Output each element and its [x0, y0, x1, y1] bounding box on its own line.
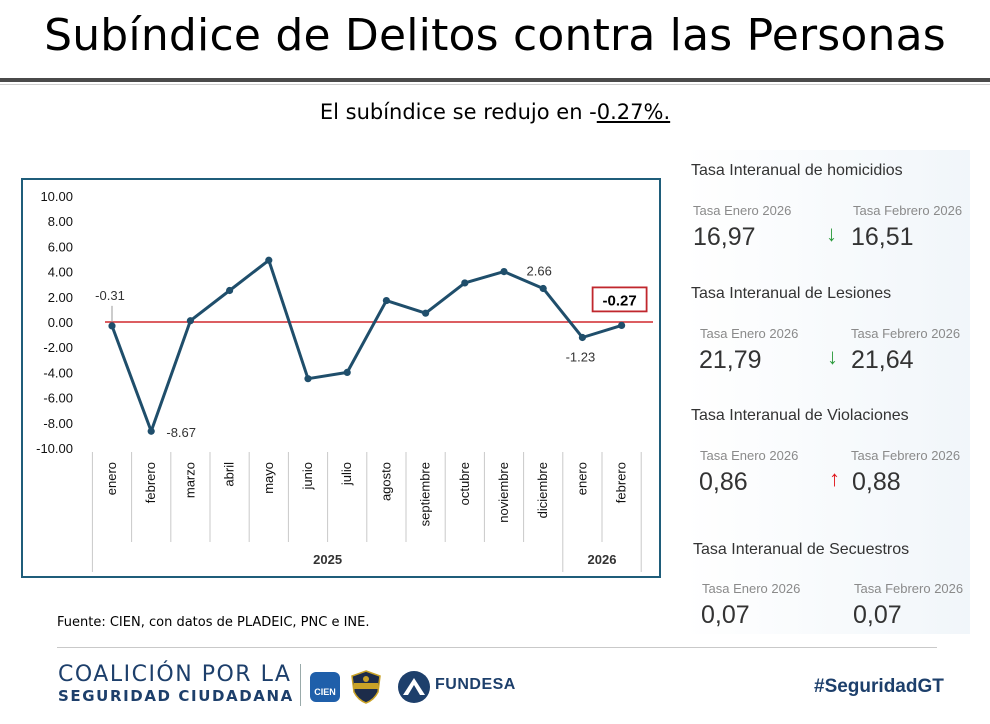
- fundesa-wordmark: FUNDESA: [435, 676, 516, 693]
- violaciones-value-febrero: 0,88: [852, 468, 901, 496]
- subtitle-prefix: El subíndice se redujo en -: [319, 100, 597, 124]
- series-line: [110, 258, 623, 433]
- y-tick-label: 8.00: [48, 214, 73, 229]
- data-point: [578, 333, 587, 342]
- violaciones-label-febrero: Tasa Febrero 2026: [851, 448, 961, 463]
- data-point: [147, 427, 155, 435]
- secuestros-title: Tasa Interanual de Secuestros: [693, 541, 910, 558]
- y-tick-label: -2.00: [43, 340, 73, 355]
- homicidios-label-enero: Tasa Enero 2026: [693, 203, 792, 218]
- data-point: [618, 321, 626, 330]
- lesiones-title: Tasa Interanual de Lesiones: [691, 285, 892, 302]
- fundesa-mark-icon: [398, 671, 430, 703]
- x-tick-label: diciembre: [535, 462, 550, 518]
- page-title: Subíndice de Delitos contra las Personas: [44, 10, 946, 61]
- secuestros-label-enero: Tasa Enero 2026: [702, 581, 801, 596]
- x-tick-label: julio: [339, 462, 354, 486]
- data-point: [108, 322, 116, 330]
- x-tick-label: mayo: [261, 462, 276, 494]
- y-tick-label: -10.00: [36, 441, 73, 456]
- lesiones-value-febrero: 21,64: [851, 346, 914, 374]
- lesiones-value-enero: 21,79: [699, 346, 762, 374]
- y-tick-label: 6.00: [48, 239, 73, 254]
- fundesa-logo: FUNDESA: [397, 670, 515, 709]
- y-tick-label: 10.00: [40, 189, 73, 204]
- data-label: -1.23: [566, 349, 596, 364]
- year-group-label: 2026: [588, 552, 617, 567]
- secuestros-value-febrero: 0,07: [853, 601, 902, 629]
- data-point: [304, 375, 312, 383]
- arrow-down-icon: ↓: [826, 221, 837, 246]
- data-point: [265, 256, 273, 264]
- y-tick-label: -6.00: [43, 391, 73, 406]
- hashtag: #SeguridadGT: [814, 676, 944, 697]
- cien-logo: CIEN: [310, 672, 340, 702]
- coalicion-logo: COALICIÓN POR LA SEGURIDAD CIUDADANA: [58, 664, 294, 704]
- arrow-down-icon: ↓: [827, 344, 838, 369]
- logo-line2: SEGURIDAD CIUDADANA: [58, 687, 294, 705]
- homicidios-value-enero: 16,97: [693, 223, 756, 251]
- data-label: -8.67: [166, 425, 196, 440]
- violaciones-title: Tasa Interanual de Violaciones: [691, 407, 909, 424]
- x-tick-label: febrero: [143, 462, 158, 503]
- y-tick-label: 0.00: [48, 315, 73, 330]
- data-point: [186, 317, 194, 325]
- arrow-up-icon: ↑: [829, 466, 840, 491]
- y-tick-label: 4.00: [48, 265, 73, 280]
- highlight-box: [591, 286, 648, 313]
- data-point: [500, 268, 508, 276]
- x-tick-label: agosto: [378, 462, 393, 501]
- page-subtitle: El subíndice se redujo en -0.27%.: [0, 100, 990, 124]
- violaciones-value-enero: 0,86: [699, 468, 748, 496]
- logo-line1: COALICIÓN POR LA: [58, 662, 292, 687]
- x-tick-label: enero: [574, 462, 589, 495]
- lesiones-label-enero: Tasa Enero 2026: [700, 326, 799, 341]
- data-label: -0.27: [602, 292, 636, 309]
- x-tick-label: septiembre: [418, 462, 433, 526]
- crime-stoppers-logo: [351, 670, 381, 704]
- logo-separator: [300, 664, 301, 706]
- secuestros-value-enero: 0,07: [701, 601, 750, 629]
- data-label: -0.31: [95, 288, 125, 303]
- secuestros-label-febrero: Tasa Febrero 2026: [854, 581, 964, 596]
- rates-panel: Tasa Interanual de homicidios Tasa Enero…: [685, 150, 970, 634]
- line-chart: 10.00 8.00 6.00 4.00 2.00 0.00 -2.00 -4.00 -6.00…: [21, 178, 661, 578]
- footer-divider: [57, 647, 937, 648]
- homicidios-title: Tasa Interanual de homicidios: [691, 162, 903, 179]
- lesiones-label-febrero: Tasa Febrero 2026: [851, 326, 961, 341]
- year-group-label: 2025: [313, 552, 342, 567]
- y-tick-label: 2.00: [48, 290, 73, 305]
- y-tick-label: -8.00: [43, 416, 73, 431]
- x-tick-label: enero: [104, 462, 119, 495]
- line-chart-svg: 10.00 8.00 6.00 4.00 2.00 0.00 -2.00 -4.00 -6.00…: [36, 189, 653, 572]
- violaciones-label-enero: Tasa Enero 2026: [700, 448, 799, 463]
- homicidios-label-febrero: Tasa Febrero 2026: [853, 203, 963, 218]
- data-point: [539, 284, 547, 293]
- x-tick-label: marzo: [182, 462, 197, 498]
- data-point: [382, 296, 390, 305]
- x-tick-label: junio: [300, 462, 315, 490]
- data-label: 2.66: [527, 263, 552, 278]
- title-divider: [0, 78, 990, 82]
- x-tick-label: febrero: [614, 462, 629, 503]
- data-point: [343, 368, 351, 376]
- data-point: [226, 286, 234, 295]
- data-point: [422, 309, 430, 317]
- subtitle-value: 0.27%.: [596, 100, 671, 124]
- x-tick-label: abril: [222, 462, 237, 487]
- x-tick-label: octubre: [457, 462, 472, 505]
- x-tick-label: noviembre: [496, 462, 511, 523]
- source-note: Fuente: CIEN, con datos de PLADEIC, PNC …: [57, 615, 370, 630]
- homicidios-value-febrero: 16,51: [851, 223, 914, 251]
- y-tick-label: -4.00: [43, 365, 73, 380]
- title-divider-thin: [0, 84, 990, 85]
- data-point: [461, 279, 469, 287]
